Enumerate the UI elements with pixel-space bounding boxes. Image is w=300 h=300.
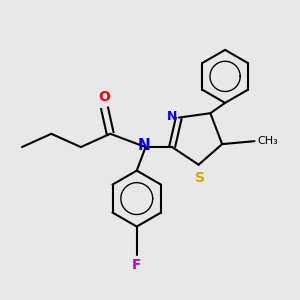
Text: N: N — [138, 138, 151, 153]
Text: S: S — [195, 171, 205, 184]
Text: O: O — [98, 90, 110, 104]
Text: F: F — [132, 258, 142, 272]
Text: CH₃: CH₃ — [257, 136, 278, 146]
Text: N: N — [167, 110, 178, 123]
